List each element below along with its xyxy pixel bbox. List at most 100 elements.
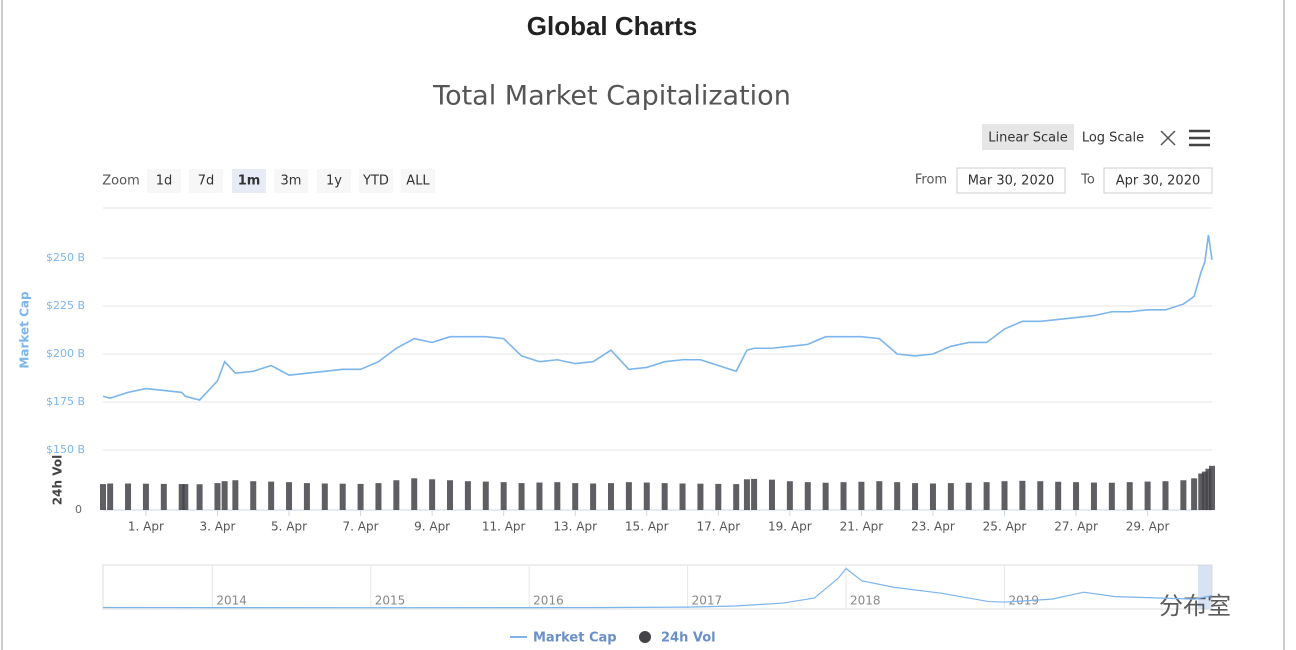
volume-bar — [1162, 481, 1169, 510]
scale-button-label: Linear Scale — [988, 131, 1068, 146]
y-tick-label: $200 B — [46, 347, 85, 360]
volume-bar — [965, 482, 972, 510]
zoom-button-label: 3m — [281, 174, 302, 189]
volume-bar — [482, 481, 489, 510]
volume-bar — [232, 480, 239, 510]
legend-label[interactable]: Market Cap — [533, 631, 617, 646]
x-tick-label: 23. Apr — [911, 520, 955, 534]
navigator-tick-label: 2016 — [533, 594, 564, 608]
volume-bar — [661, 483, 668, 510]
volume-bar — [607, 483, 614, 510]
volume-bar — [160, 483, 167, 510]
fullscreen-icon[interactable] — [1160, 130, 1176, 146]
menu-icon[interactable] — [1189, 129, 1210, 147]
volume-bar — [125, 483, 132, 510]
volume-bar — [733, 484, 740, 510]
x-tick-label: 15. Apr — [625, 520, 669, 534]
x-tick-label: 3. Apr — [199, 520, 235, 534]
y2-axis-title: 24h Vol — [51, 455, 65, 505]
volume-bar — [447, 480, 454, 510]
volume-bar — [214, 483, 221, 510]
volume-bar — [947, 483, 954, 510]
x-tick-label: 17. Apr — [696, 520, 740, 534]
volume-bar — [142, 483, 149, 510]
to-value: Apr 30, 2020 — [1116, 174, 1201, 189]
to-input[interactable] — [1103, 167, 1213, 194]
volume-bar — [751, 478, 758, 510]
volume-bar — [518, 483, 525, 510]
volume-bar — [912, 483, 919, 510]
x-tick-label: 19. Apr — [768, 520, 812, 534]
volume-bar — [357, 483, 364, 510]
volume-bar — [1209, 465, 1215, 510]
zoom-button[interactable] — [189, 169, 223, 193]
volume-bar — [697, 483, 704, 510]
zoom-button[interactable] — [317, 169, 351, 193]
navigator-tick-label: 2018 — [850, 594, 881, 608]
to-label: To — [1080, 173, 1095, 188]
zoom-button-label: 1m — [238, 174, 261, 189]
volume-bar — [554, 482, 561, 510]
volume-bar — [625, 482, 632, 510]
volume-bar — [1073, 482, 1080, 510]
from-input[interactable] — [956, 167, 1066, 194]
zoom-button[interactable] — [359, 169, 393, 193]
x-tick-label: 5. Apr — [271, 520, 307, 534]
zoom-button[interactable] — [401, 169, 435, 193]
x-tick-label: 27. Apr — [1054, 520, 1098, 534]
navigator-tick-label: 2015 — [375, 594, 406, 608]
legend-symbol — [639, 631, 651, 643]
volume-bar — [743, 479, 750, 510]
scale-button[interactable] — [982, 124, 1074, 150]
zoom-button[interactable] — [232, 169, 266, 193]
y-tick-label: $225 B — [46, 299, 85, 312]
zoom-button[interactable] — [147, 169, 181, 193]
x-tick-label: 11. Apr — [482, 520, 526, 534]
navigator-line — [102, 567, 1213, 609]
volume-bar — [303, 483, 310, 510]
volume-bar — [983, 482, 990, 510]
volume-bar — [679, 483, 686, 510]
volume-bar — [1144, 481, 1151, 510]
volume-bar — [321, 483, 328, 510]
scale-button-label[interactable]: Log Scale — [1082, 131, 1144, 146]
y2-tick-label: 0 — [75, 503, 82, 516]
volume-bar — [375, 483, 382, 510]
volume-bar — [1201, 471, 1208, 510]
zoom-button[interactable] — [274, 169, 308, 193]
chart-title: Total Market Capitalization — [432, 81, 791, 112]
volume-bar — [1001, 481, 1008, 510]
volume-bar — [1055, 481, 1062, 510]
volume-bar — [1205, 468, 1212, 510]
y-tick-label: $175 B — [46, 395, 85, 408]
volume-bar — [411, 478, 418, 510]
volume-bar — [1108, 482, 1115, 510]
volume-bar — [250, 481, 257, 510]
x-tick-label: 9. Apr — [414, 520, 450, 534]
volume-bar — [643, 482, 650, 510]
x-tick-label: 7. Apr — [343, 520, 379, 534]
volume-bar — [182, 484, 189, 510]
volume-bar — [429, 479, 436, 510]
zoom-button-label: ALL — [406, 174, 430, 189]
from-value: Mar 30, 2020 — [968, 174, 1055, 189]
volume-bar — [196, 484, 203, 510]
watermark: 分布室 — [1159, 592, 1231, 620]
x-tick-label: 29. Apr — [1126, 520, 1170, 534]
navigator-tick-label: 2014 — [216, 594, 247, 608]
x-tick-label: 25. Apr — [983, 520, 1027, 534]
volume-bar — [929, 483, 936, 510]
volume-bar — [768, 479, 775, 510]
volume-bar — [464, 481, 471, 510]
navigator-tick-label: 2017 — [692, 594, 723, 608]
x-tick-label: 13. Apr — [553, 520, 597, 534]
volume-bar — [1019, 480, 1026, 510]
legend-label[interactable]: 24h Vol — [661, 631, 716, 646]
volume-bar — [840, 482, 847, 510]
volume-bar — [339, 483, 346, 510]
zoom-button-label: 1d — [156, 174, 173, 189]
volume-bar — [107, 483, 114, 510]
volume-bar — [894, 482, 901, 510]
